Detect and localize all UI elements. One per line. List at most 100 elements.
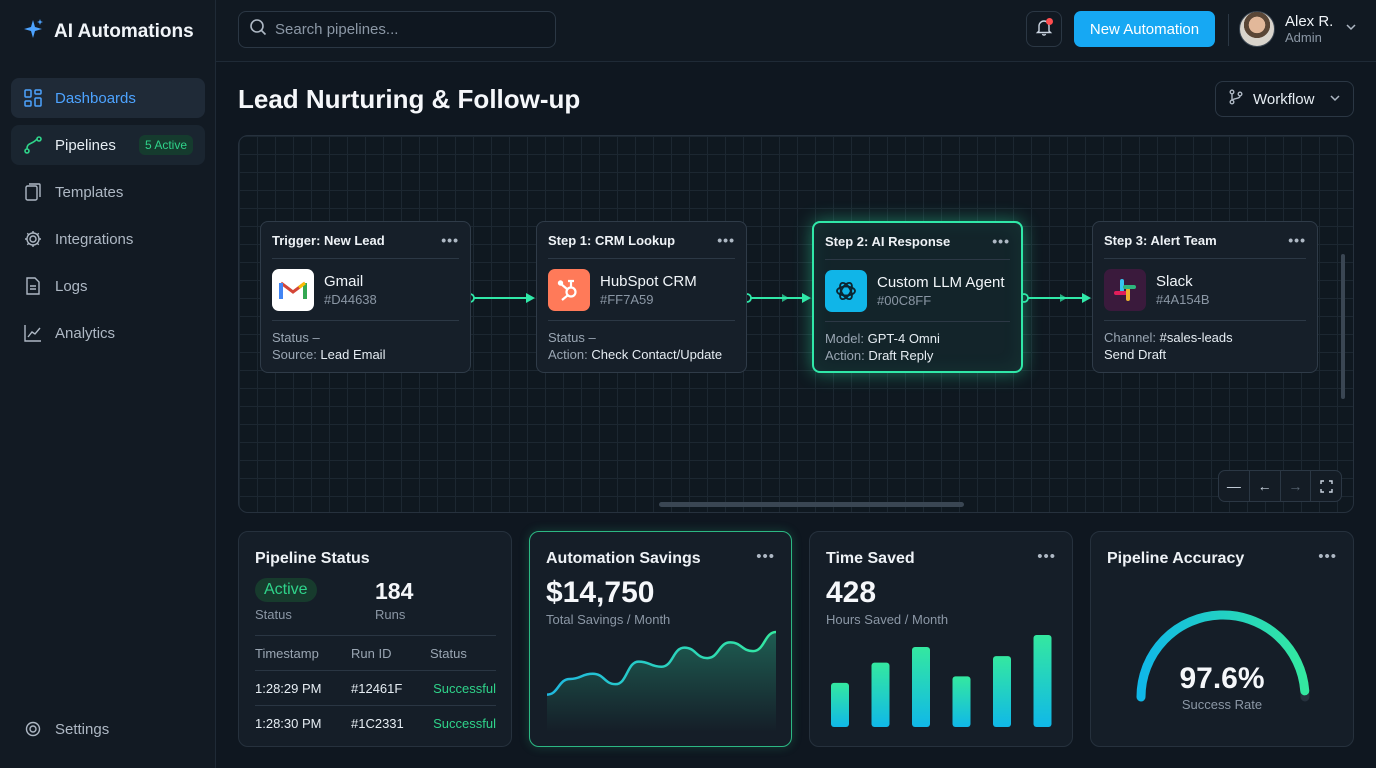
sidebar-item-label: Pipelines bbox=[55, 136, 116, 154]
node-app-code: #D44638 bbox=[324, 291, 377, 307]
more-icon[interactable]: ••• bbox=[1037, 548, 1056, 565]
search-box[interactable] bbox=[238, 11, 556, 48]
page-title: Lead Nurturing & Follow-up bbox=[238, 84, 581, 114]
hours-bar bbox=[831, 682, 849, 727]
node-app-code: #00C8FF bbox=[877, 292, 932, 308]
node-meta-value: Draft Reply bbox=[868, 348, 934, 363]
node-title: Trigger: New Lead bbox=[272, 232, 385, 248]
openai-icon bbox=[825, 269, 867, 312]
avatar bbox=[1239, 11, 1275, 47]
view-select[interactable]: Workflow bbox=[1215, 81, 1354, 117]
sidebar-item-settings[interactable]: Settings bbox=[11, 709, 205, 749]
node-meta-label: Model: bbox=[825, 331, 868, 346]
fullscreen-icon[interactable] bbox=[1311, 471, 1341, 501]
status-cell: Successful bbox=[433, 715, 496, 731]
hours-label: Hours Saved / Month bbox=[826, 612, 949, 627]
sidebar-item-logs[interactable]: Logs bbox=[11, 266, 205, 306]
card-title: Time Saved bbox=[826, 550, 915, 567]
user-name: Alex R. bbox=[1285, 13, 1334, 30]
sidebar-item-label: Templates bbox=[55, 183, 124, 201]
status-badge: Active bbox=[255, 578, 317, 602]
sidebar: AI Automations Dashboards Pipelines 5 Ac… bbox=[0, 0, 216, 768]
workflow-canvas[interactable]: Trigger: New Lead ••• Gmail #D44638 Stat… bbox=[238, 135, 1354, 513]
pipeline-status-card: Pipeline Status Active Status 184 Runs T… bbox=[238, 531, 512, 747]
node-meta-value: #sales-leads bbox=[1159, 330, 1233, 345]
hours-value: 428 bbox=[826, 576, 877, 609]
arrow-left-icon[interactable]: ← bbox=[1250, 471, 1281, 501]
runs-value: 184 bbox=[375, 578, 414, 604]
sidebar-item-label: Analytics bbox=[55, 324, 116, 342]
node-meta-value: Lead Email bbox=[320, 347, 386, 362]
branch-icon bbox=[1228, 89, 1244, 109]
active-count-badge: 5 Active bbox=[138, 135, 193, 155]
column-header: Status bbox=[430, 645, 467, 661]
table-row[interactable]: 1:28:30 PM #1C2331 Successful bbox=[255, 705, 496, 740]
chevron-down-icon bbox=[1329, 91, 1341, 108]
status-label: Status bbox=[255, 607, 292, 622]
accuracy-value: 97.6% bbox=[1179, 662, 1265, 695]
sidebar-item-analytics[interactable]: Analytics bbox=[11, 313, 205, 353]
brand[interactable]: AI Automations bbox=[22, 18, 194, 45]
settings-area: Settings bbox=[11, 709, 205, 756]
chart-line-icon bbox=[23, 323, 43, 343]
canvas-scrollbar-vertical[interactable] bbox=[1341, 254, 1345, 399]
arrow-right-icon[interactable]: → bbox=[1281, 471, 1312, 501]
savings-label: Total Savings / Month bbox=[546, 612, 671, 627]
status-cell: Successful bbox=[433, 680, 496, 696]
user-menu[interactable]: Alex R. Admin bbox=[1239, 11, 1357, 47]
user-role: Admin bbox=[1285, 30, 1322, 45]
more-icon[interactable]: ••• bbox=[756, 548, 775, 565]
new-automation-button[interactable]: New Automation bbox=[1074, 11, 1215, 47]
node-meta-label: Action: bbox=[825, 348, 869, 363]
search-input[interactable] bbox=[275, 21, 545, 38]
node-app-name: Custom LLM Agent bbox=[877, 273, 1005, 291]
card-title: Pipeline Accuracy bbox=[1107, 550, 1245, 567]
more-icon[interactable]: ••• bbox=[717, 232, 735, 248]
workflow-node-crm-lookup[interactable]: Step 1: CRM Lookup ••• HubSpot CRM #FF7A… bbox=[536, 221, 747, 373]
workflow-node-trigger[interactable]: Trigger: New Lead ••• Gmail #D44638 Stat… bbox=[260, 221, 471, 373]
app-title: AI Automations bbox=[54, 20, 194, 42]
more-icon[interactable]: ••• bbox=[1318, 548, 1337, 565]
gear-icon bbox=[23, 229, 43, 249]
gmail-icon bbox=[272, 268, 314, 311]
node-title: Step 1: CRM Lookup bbox=[548, 232, 676, 248]
hours-bar bbox=[993, 656, 1011, 727]
chevron-down-icon bbox=[1345, 20, 1357, 38]
card-title: Pipeline Status bbox=[255, 550, 370, 567]
sidebar-item-integrations[interactable]: Integrations bbox=[11, 219, 205, 259]
time-saved-card: Time Saved ••• 428 Hours Saved / Month bbox=[809, 531, 1073, 747]
notifications-button[interactable] bbox=[1026, 11, 1062, 47]
canvas-scrollbar-horizontal[interactable] bbox=[659, 502, 964, 507]
sidebar-item-dashboards[interactable]: Dashboards bbox=[11, 78, 205, 118]
column-header: Timestamp bbox=[255, 645, 319, 661]
workflow-node-ai-response[interactable]: Step 2: AI Response ••• Custom LLM Agent… bbox=[812, 221, 1023, 373]
run-id-cell: #1C2331 bbox=[351, 715, 404, 731]
node-app-code: #4A154B bbox=[1156, 291, 1210, 307]
timestamp-cell: 1:28:30 PM bbox=[255, 715, 322, 731]
node-app-name: Slack bbox=[1156, 272, 1193, 290]
sidebar-item-templates[interactable]: Templates bbox=[11, 172, 205, 212]
sidebar-item-label: Integrations bbox=[55, 230, 134, 248]
more-icon[interactable]: ••• bbox=[1288, 232, 1306, 248]
sparkline-area bbox=[547, 632, 776, 732]
sidebar-item-label: Logs bbox=[55, 277, 88, 295]
search-icon bbox=[249, 18, 267, 41]
workflow-node-alert-team[interactable]: Step 3: Alert Team ••• Slack #4A154B Cha… bbox=[1092, 221, 1318, 373]
view-select-value: Workflow bbox=[1253, 90, 1315, 108]
node-title: Step 2: AI Response bbox=[825, 233, 951, 249]
node-meta-label: Action: bbox=[548, 347, 592, 362]
hours-bar bbox=[871, 662, 890, 727]
runs-table: Timestamp Run ID Status 1:28:29 PM #1246… bbox=[255, 635, 496, 740]
topbar: New Automation Alex R. Admin bbox=[216, 0, 1376, 62]
table-row[interactable]: 1:28:29 PM #12461F Successful bbox=[255, 670, 496, 705]
zoom-out-icon[interactable]: — bbox=[1219, 471, 1250, 501]
templates-icon bbox=[23, 182, 43, 202]
node-app-code: #FF7A59 bbox=[600, 291, 654, 307]
more-icon[interactable]: ••• bbox=[992, 233, 1010, 249]
sidebar-item-pipelines[interactable]: Pipelines 5 Active bbox=[11, 125, 205, 165]
canvas-controls: — ← → bbox=[1218, 470, 1342, 502]
node-app-name: Gmail bbox=[324, 272, 364, 290]
node-meta-label: Source: bbox=[272, 347, 321, 362]
settings-gear-icon bbox=[23, 719, 43, 739]
more-icon[interactable]: ••• bbox=[441, 232, 459, 248]
